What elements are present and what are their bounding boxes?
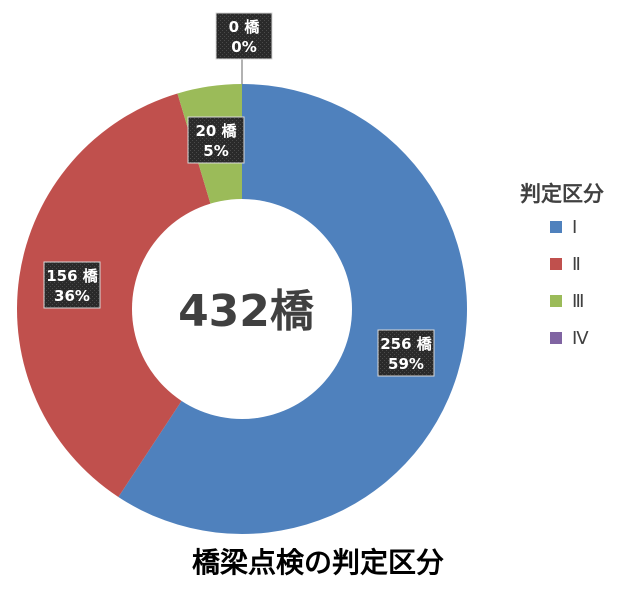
legend-item-3: Ⅲ bbox=[550, 291, 584, 312]
legend-title: 判定区分 bbox=[520, 182, 604, 206]
legend-item-2: Ⅱ bbox=[550, 254, 581, 275]
legend: Ⅰ Ⅱ Ⅲ Ⅳ bbox=[550, 217, 589, 349]
legend-swatch-2 bbox=[550, 258, 562, 270]
data-label-percent-3: 5% bbox=[203, 142, 228, 160]
legend-swatch-1 bbox=[550, 221, 562, 233]
data-label-2: 156 橋 36% bbox=[43, 261, 101, 309]
center-label: 432橋 bbox=[178, 286, 314, 337]
legend-item-4: Ⅳ bbox=[550, 328, 589, 349]
data-label-count-1: 256 橋 bbox=[380, 335, 433, 353]
data-label-percent-2: 36% bbox=[54, 287, 90, 305]
data-label-4: 0 橋0% bbox=[215, 12, 273, 60]
labels-layer: 256 橋59%156 橋36%20 橋5%0 橋0% bbox=[43, 12, 435, 377]
data-label-percent-4: 0% bbox=[231, 38, 256, 56]
legend-label-2: Ⅱ bbox=[572, 254, 581, 275]
slice-2 bbox=[17, 93, 243, 497]
chart-title: 橋梁点検の判定区分 bbox=[192, 546, 444, 579]
legend-label-1: Ⅰ bbox=[572, 217, 577, 238]
donut-hole bbox=[132, 199, 352, 419]
data-label-percent-1: 59% bbox=[388, 355, 424, 373]
legend-swatch-4 bbox=[550, 332, 562, 344]
data-label-count-3: 20 橋 bbox=[195, 122, 237, 140]
legend-item-1: Ⅰ bbox=[550, 217, 577, 238]
data-label-1: 256 橋 59% bbox=[377, 329, 435, 377]
data-label-3: 20 橋 5% bbox=[187, 116, 245, 164]
data-label-count-2: 156 橋 bbox=[46, 267, 99, 285]
data-label-count-4: 0 橋 bbox=[229, 18, 261, 36]
legend-swatch-3 bbox=[550, 295, 562, 307]
legend-label-3: Ⅲ bbox=[572, 291, 584, 312]
legend-label-4: Ⅳ bbox=[572, 328, 589, 349]
